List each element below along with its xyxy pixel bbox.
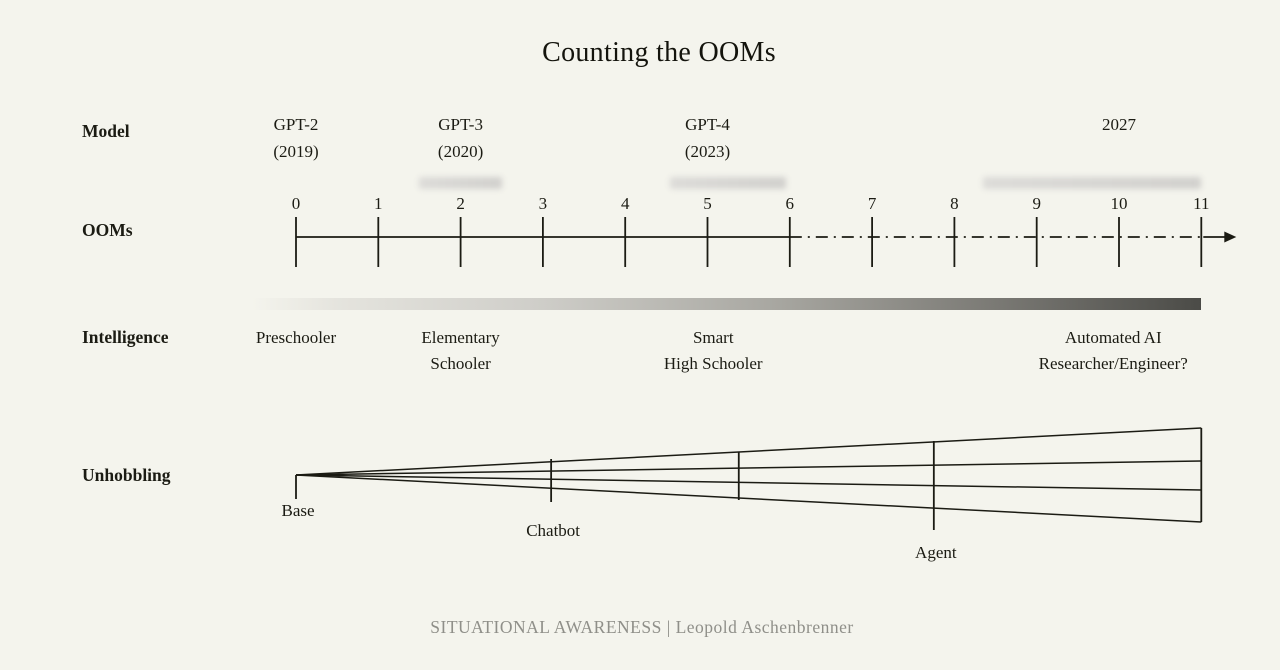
axis-tick-label: 7 — [867, 194, 877, 213]
axis-tick-label: 9 — [1032, 194, 1041, 213]
model-name: 2027 — [1102, 115, 1136, 134]
fan-line — [295, 474, 1202, 523]
model-name: GPT-4 — [685, 115, 730, 134]
intelligence-level-line: Researcher/Engineer? — [1038, 354, 1188, 373]
axis-tick-label: 2 — [456, 194, 465, 213]
model-label-gpt-3: GPT-3 (2020) — [438, 111, 483, 165]
milestone-label-agent: Agent — [915, 543, 957, 562]
axis-tick-label: 3 — [538, 194, 548, 213]
fan-line — [295, 460, 1202, 476]
intelligence-level-label: Preschooler — [256, 325, 336, 351]
model-name: GPT-2 — [273, 115, 319, 134]
intelligence-gradient-bar — [251, 298, 1202, 310]
row-label-intelligence: Intelligence — [82, 327, 169, 347]
chart-title: Counting the OOMs — [542, 37, 776, 68]
intelligence-level-line: Preschooler — [255, 328, 337, 347]
intelligence-level-line: Smart — [692, 328, 734, 347]
fan-line — [295, 474, 1202, 491]
model-label-gpt-2: GPT-2 (2019) — [273, 111, 318, 165]
axis-tick-label: 0 — [291, 194, 301, 213]
intelligence-level-line: Automated AI — [1064, 328, 1162, 347]
intelligence-level-label: Automated AI Researcher/Engineer? — [1039, 325, 1188, 377]
milestone-label-base: Base — [281, 501, 315, 520]
model-year: (2023) — [684, 142, 731, 161]
intelligence-level-line: Schooler — [430, 354, 491, 373]
footer-credit: SITUATIONAL AWARENESS | Leopold Aschenbr… — [430, 617, 854, 637]
row-label-model: Model — [82, 121, 130, 141]
axis-tick-label: 5 — [703, 194, 712, 213]
model-label-2027: 2027 — [1102, 111, 1136, 138]
model-uncertainty-band — [983, 177, 1202, 189]
axis-tick-label: 8 — [950, 194, 959, 213]
intelligence-level-line: High Schooler — [663, 354, 763, 373]
model-uncertainty-band — [670, 177, 786, 189]
milestone-label-chatbot: Chatbot — [526, 521, 581, 540]
model-name: GPT-3 — [438, 115, 483, 134]
model-year: (2020) — [437, 142, 484, 161]
model-year: (2019) — [273, 142, 319, 161]
axis-tick-label: 11 — [1193, 194, 1210, 213]
model-uncertainty-band — [419, 177, 502, 189]
intelligence-level-label: Elementary Schooler — [421, 325, 499, 377]
fan-line — [295, 427, 1202, 476]
axis-arrow-head — [1224, 231, 1237, 243]
row-label-unhobbling: Unhobbling — [82, 465, 171, 485]
axis-tick-label: 10 — [1110, 194, 1128, 213]
axis-tick-label: 4 — [620, 194, 630, 213]
axis-tick-label: 6 — [785, 194, 795, 213]
intelligence-level-label: Smart High Schooler — [664, 325, 763, 377]
axis-tick-label: 1 — [374, 194, 383, 213]
model-label-gpt-4: GPT-4 (2023) — [685, 111, 730, 165]
intelligence-level-line: Elementary — [421, 328, 500, 347]
row-label-ooms: OOMs — [82, 220, 133, 240]
